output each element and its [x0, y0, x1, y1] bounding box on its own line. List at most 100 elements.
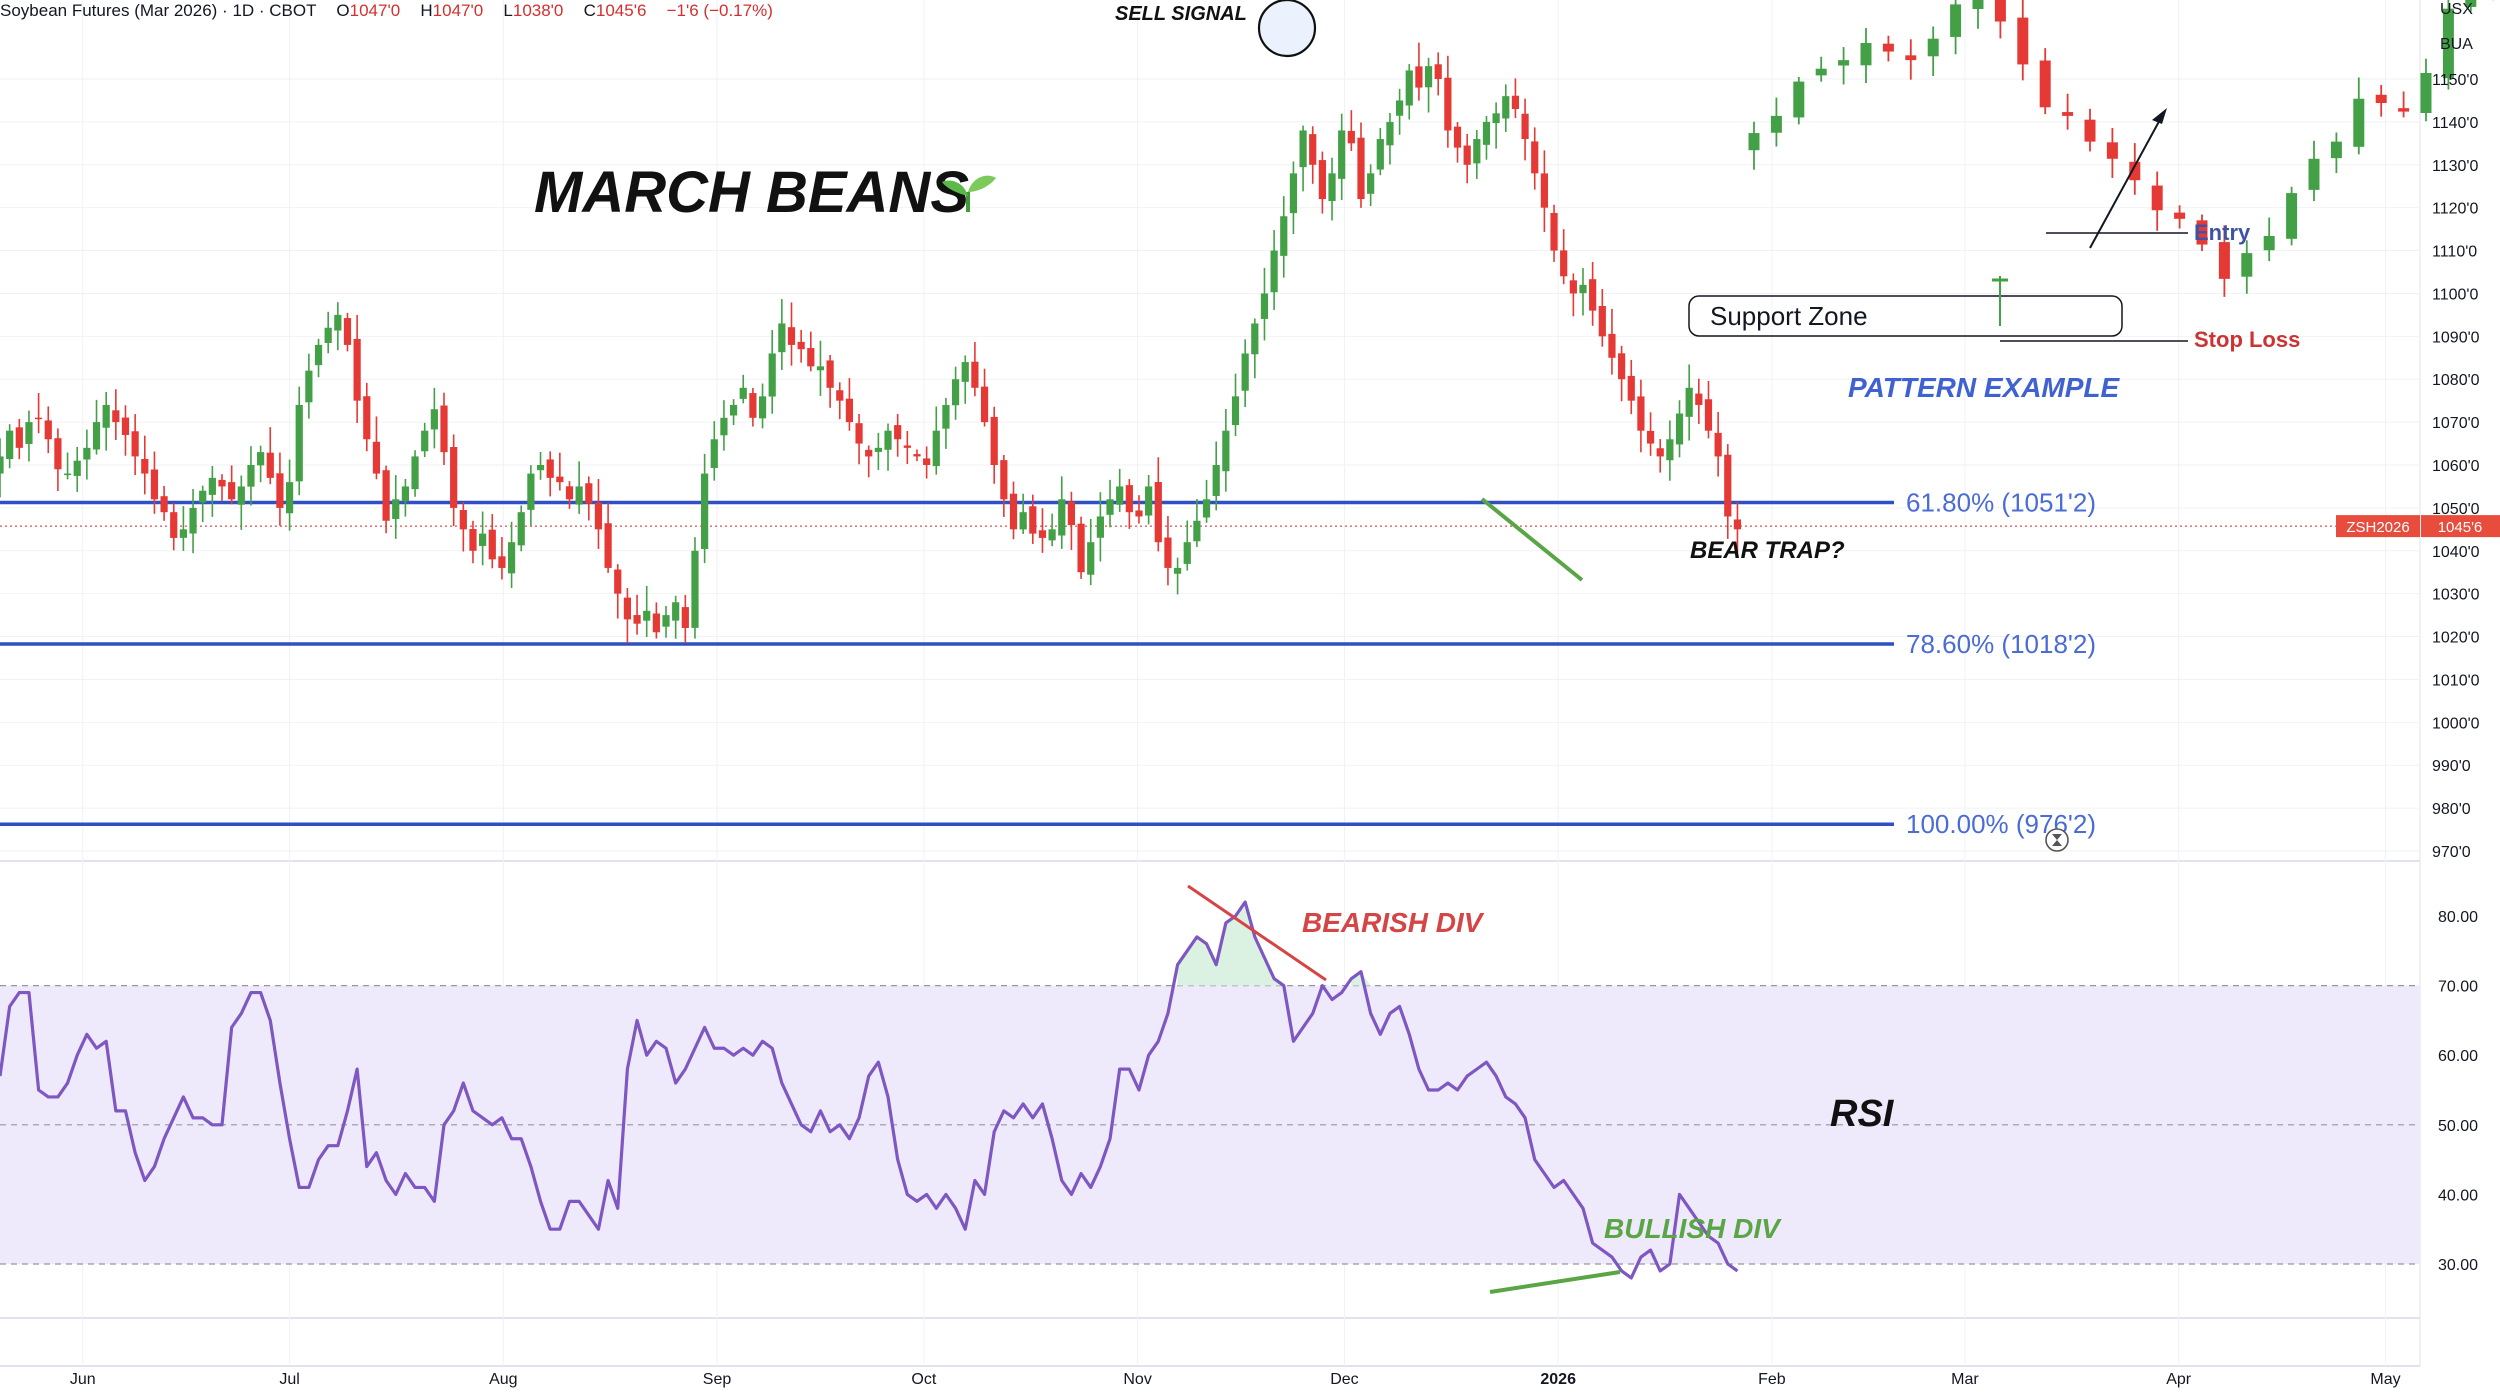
- pattern-candle-body: [2017, 17, 2029, 65]
- candle-body: [1231, 396, 1240, 426]
- candle-body: [35, 417, 43, 420]
- candle-body: [1386, 121, 1394, 146]
- candle-body: [1405, 70, 1413, 106]
- price-tick-label: 1090'0: [2432, 329, 2480, 346]
- price-tick-label: 1010'0: [2432, 672, 2480, 689]
- candle-body: [1338, 130, 1346, 179]
- candle-body: [1328, 173, 1336, 202]
- support-zone-label: Support Zone: [1710, 301, 1868, 331]
- pattern-candle-body: [2039, 60, 2051, 108]
- rsi-tick-label: 80.00: [2438, 909, 2478, 926]
- x-tick-label: Oct: [911, 1371, 936, 1388]
- instrument-title: Soybean Futures (Mar 2026) · 1D · CBOT: [0, 1, 317, 20]
- support-zone-box: [1688, 295, 2123, 337]
- candle-body: [295, 404, 303, 482]
- candle-body: [324, 327, 332, 343]
- candle-body: [932, 430, 940, 467]
- candle-body: [1270, 250, 1278, 293]
- candle-body: [536, 465, 545, 471]
- candle-body: [1550, 212, 1558, 251]
- candle-body: [865, 449, 873, 457]
- rsi-tick-label: 50.00: [2438, 1118, 2478, 1135]
- candle-body: [199, 490, 207, 503]
- price-tick-label: 1130'0: [2432, 158, 2478, 175]
- candle-body: [971, 361, 979, 388]
- candle-body: [1424, 66, 1433, 88]
- candle-body: [758, 396, 767, 419]
- close-value: 1045'6: [595, 1, 647, 20]
- bullish-div-label: BULLISH DIV: [1604, 1213, 1782, 1244]
- candle-body: [1087, 542, 1095, 575]
- pattern-candle-body: [1882, 43, 1894, 52]
- bearish-div-label: BEARISH DIV: [1302, 907, 1485, 938]
- candle-body: [1309, 134, 1317, 165]
- candle-body: [450, 447, 458, 508]
- candle-body: [392, 499, 400, 520]
- candle-body: [691, 550, 699, 628]
- pattern-candle-body: [2286, 193, 2298, 239]
- x-tick-label: Jul: [279, 1371, 299, 1388]
- candle-body: [1473, 139, 1481, 164]
- price-tick-label: 1140'0: [2432, 115, 2478, 132]
- pattern-candle-body: [2106, 142, 2118, 159]
- candle-body: [440, 405, 448, 453]
- candle-body: [141, 458, 149, 474]
- candle-body: [701, 473, 709, 550]
- candle-body: [951, 379, 960, 406]
- pattern-candle-body: [2420, 73, 2432, 113]
- change-value: −1'6 (−0.17%): [666, 1, 773, 20]
- pattern-candle-body: [2375, 94, 2387, 104]
- candle-body: [1453, 126, 1462, 148]
- candle-body: [720, 417, 728, 436]
- x-tick-label: Apr: [2166, 1371, 2192, 1388]
- candle-body: [121, 417, 130, 435]
- candle-body: [25, 422, 33, 444]
- stop-loss-label: Stop Loss: [2194, 327, 2300, 352]
- candle-body: [1222, 430, 1230, 472]
- price-tick-label: 1080'0: [2432, 372, 2480, 389]
- candle-body: [894, 425, 902, 440]
- open-label: O: [336, 1, 350, 20]
- price-tick-label: 1000'0: [2432, 715, 2480, 732]
- candle-body: [131, 431, 139, 457]
- candle-body: [1733, 519, 1742, 530]
- candlestick-series: [0, 42, 1742, 644]
- pattern-candle-body: [2465, 0, 2477, 7]
- candle-body: [54, 438, 62, 470]
- high-label: H: [420, 1, 433, 20]
- pattern-candle-body: [1927, 38, 1939, 57]
- candle-body: [1511, 95, 1520, 110]
- pattern-example-title: PATTERN EXAMPLE: [1848, 372, 2121, 403]
- candle-body: [623, 597, 632, 620]
- rsi-pane: [0, 900, 2420, 1280]
- candle-body: [343, 318, 352, 345]
- candle-body: [6, 430, 14, 460]
- candle-body: [1135, 510, 1143, 517]
- rsi-tick-label: 60.00: [2438, 1048, 2478, 1065]
- candle-body: [1077, 523, 1085, 573]
- low-value: 1038'0: [512, 1, 564, 20]
- candle-body: [63, 473, 72, 476]
- candle-body: [1675, 413, 1684, 445]
- candle-body: [488, 529, 496, 560]
- candle-body: [1415, 66, 1423, 88]
- price-tick-label: 1110'0: [2432, 244, 2477, 261]
- candle-body: [285, 482, 294, 514]
- price-tick-label: 1040'0: [2432, 544, 2480, 561]
- price-support-trendline: [1480, 497, 1584, 582]
- candle-body: [1251, 323, 1259, 355]
- trend-arrow-shaft: [2089, 115, 2163, 249]
- price-tick-label: 1060'0: [2432, 458, 2480, 475]
- candle-body: [112, 410, 120, 423]
- candle-body: [1589, 279, 1597, 311]
- candle-body: [1492, 113, 1500, 124]
- candle-body: [247, 465, 255, 487]
- x-tick-label: Jun: [70, 1371, 96, 1388]
- candle-body: [604, 523, 612, 568]
- price-tick-label: 980'0: [2432, 801, 2471, 818]
- pattern-candle-body: [2084, 119, 2096, 142]
- candle-body: [778, 323, 786, 353]
- candle-body: [0, 456, 4, 474]
- candle-body: [179, 529, 187, 538]
